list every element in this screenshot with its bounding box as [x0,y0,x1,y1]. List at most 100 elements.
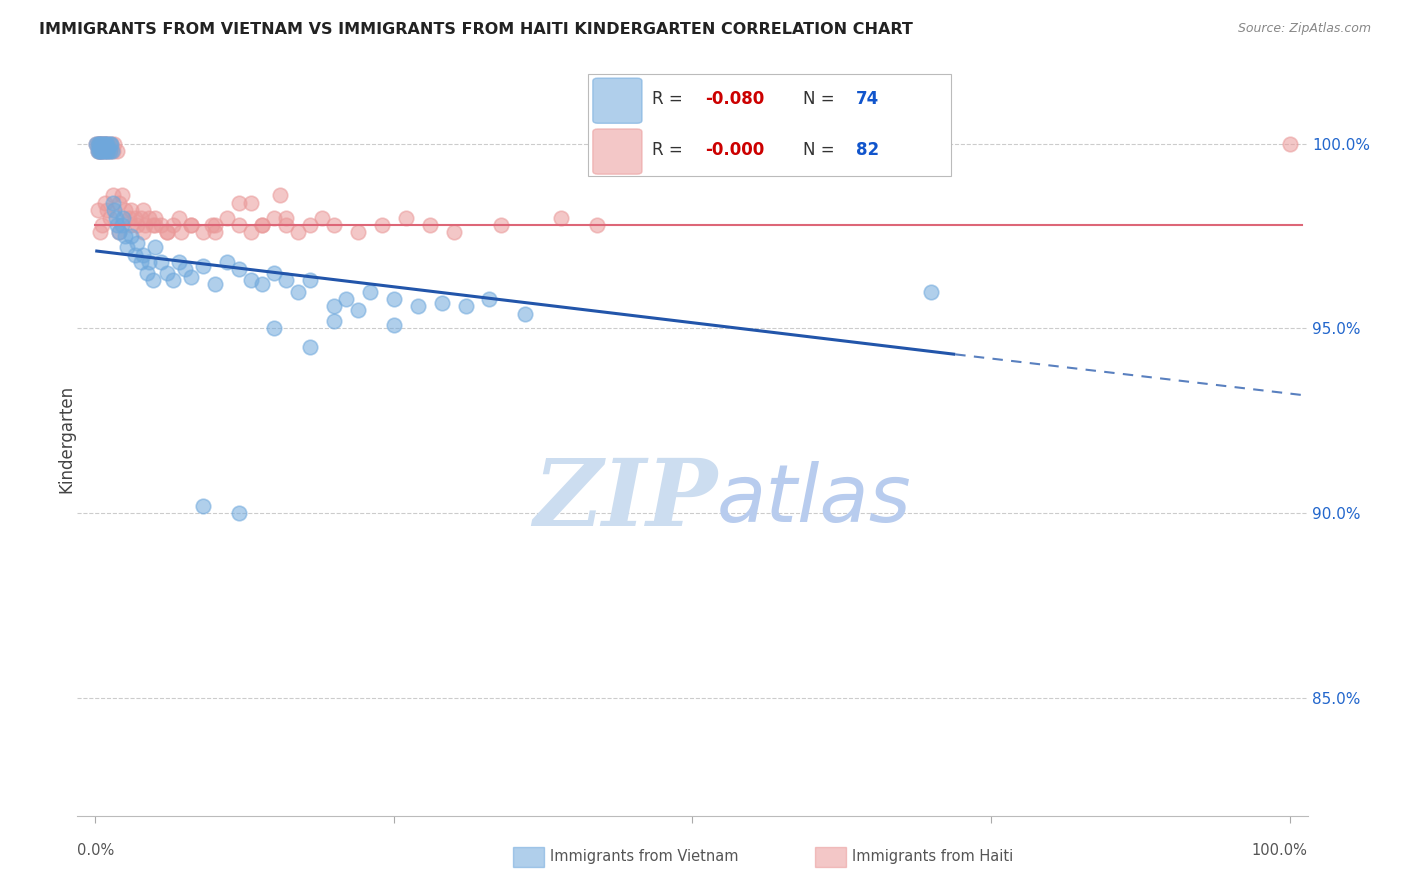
Point [180,269,202,284]
Point [311,211,333,225]
Point [287,285,309,299]
Point [89,136,111,151]
Point [135,266,157,280]
Point [252,218,274,232]
Point [86,203,108,218]
Point [156,266,179,280]
Point [143,240,166,254]
Point [120,218,142,232]
Point [228,195,250,210]
Point [89,144,111,158]
Point [94,144,117,158]
Point [173,262,195,277]
Point [87,136,110,151]
Point [89,226,111,240]
Point [299,218,322,232]
Point [371,218,394,232]
Point [124,211,146,225]
Text: 100.0%: 100.0% [1251,843,1308,857]
FancyBboxPatch shape [593,129,643,174]
Point [276,273,298,287]
Point [98,211,121,225]
Text: -0.000: -0.000 [704,141,763,159]
Point [143,218,166,232]
Point [263,211,285,225]
Text: Immigrants from Haiti: Immigrants from Haiti [852,849,1014,863]
Point [86,136,108,151]
Text: ZIP: ZIP [533,455,717,545]
Point [215,255,238,269]
Point [204,226,226,240]
Point [103,203,125,218]
Point [91,136,114,151]
Point [103,136,125,151]
Point [162,273,184,287]
Point [478,292,501,306]
Text: R =: R = [652,141,688,159]
Point [191,226,214,240]
Point [142,273,165,287]
Point [110,218,132,232]
Text: 74: 74 [856,90,879,108]
Point [91,144,114,158]
Point [156,226,179,240]
Text: atlas: atlas [717,460,912,539]
Point [443,226,465,240]
Point [111,211,134,225]
Point [87,144,110,158]
Point [94,136,117,151]
Point [114,229,136,244]
Point [239,195,262,210]
Point [87,144,110,158]
Point [228,218,250,232]
Point [101,144,124,158]
Point [97,144,120,158]
Point [167,211,190,225]
Point [228,506,250,520]
Point [93,144,115,158]
Point [335,292,357,306]
Text: Immigrants from Vietnam: Immigrants from Vietnam [550,849,738,863]
Point [124,247,146,261]
Point [91,136,114,151]
Point [108,195,131,210]
Point [204,277,226,292]
Point [94,136,117,151]
Point [132,203,155,218]
Text: -0.080: -0.080 [704,90,763,108]
Point [382,292,405,306]
Point [359,285,381,299]
Text: 0.0%: 0.0% [77,843,114,857]
Point [287,226,309,240]
Point [90,144,112,158]
Point [276,211,298,225]
Point [100,136,122,151]
Point [90,144,112,158]
Point [149,218,172,232]
Point [406,299,429,313]
Point [323,218,346,232]
Point [101,144,124,158]
Point [94,144,117,158]
Point [96,144,118,158]
Point [91,144,114,158]
Point [920,285,942,299]
Point [101,188,124,202]
Point [180,218,202,232]
Point [167,255,190,269]
Point [86,144,108,158]
Point [138,211,160,225]
Point [323,299,346,313]
Point [515,307,537,321]
Point [125,236,148,251]
Point [86,136,108,151]
FancyBboxPatch shape [593,78,643,123]
Point [101,195,124,210]
Point [86,136,108,151]
Point [89,144,111,158]
Text: N =: N = [803,90,839,108]
Point [105,218,128,232]
Text: R =: R = [652,90,688,108]
Point [94,136,117,151]
Point [239,273,262,287]
